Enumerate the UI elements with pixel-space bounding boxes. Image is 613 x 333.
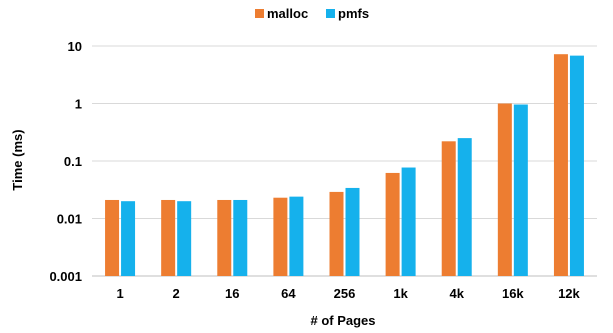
y-axis-ticks: 0.001 0.01 0.1 1 10 xyxy=(49,39,82,284)
x-tick-label: 256 xyxy=(334,286,356,301)
bar-malloc-12k xyxy=(553,54,568,276)
bar-malloc-1k xyxy=(385,172,400,276)
bars xyxy=(105,54,584,276)
y-tick-label: 0.1 xyxy=(64,154,82,169)
bar-malloc-16k xyxy=(497,103,512,276)
y-axis-title: Time (ms) xyxy=(10,129,25,190)
bar-malloc-256 xyxy=(329,191,344,276)
x-tick-label: 16 xyxy=(225,286,239,301)
x-tick-label: 12k xyxy=(558,286,580,301)
bar-malloc-1 xyxy=(105,199,120,276)
x-tick-label: 4k xyxy=(449,286,464,301)
bar-malloc-64 xyxy=(273,197,288,276)
legend-label-malloc: malloc xyxy=(267,6,308,21)
bar-pmfs-1 xyxy=(121,201,136,276)
x-tick-label: 1 xyxy=(116,286,123,301)
x-axis-title: # of Pages xyxy=(310,313,375,328)
y-tick-label: 10 xyxy=(68,39,82,54)
legend-swatch-malloc xyxy=(255,9,264,18)
bar-pmfs-256 xyxy=(345,187,360,276)
bar-pmfs-2 xyxy=(177,201,192,276)
legend-swatch-pmfs xyxy=(326,9,335,18)
y-tick-label: 0.01 xyxy=(57,212,82,227)
bar-malloc-2 xyxy=(161,199,176,276)
x-tick-label: 64 xyxy=(281,286,296,301)
legend-label-pmfs: pmfs xyxy=(338,6,369,21)
legend: malloc pmfs xyxy=(255,6,369,21)
bar-pmfs-1k xyxy=(401,167,416,276)
bar-malloc-16 xyxy=(217,199,232,276)
bar-pmfs-4k xyxy=(457,138,472,276)
y-tick-label: 1 xyxy=(75,97,82,112)
bar-pmfs-64 xyxy=(289,196,304,276)
x-tick-label: 16k xyxy=(502,286,524,301)
bar-pmfs-16 xyxy=(233,199,248,276)
bar-pmfs-16k xyxy=(513,104,528,276)
bar-malloc-4k xyxy=(441,141,456,276)
gridlines xyxy=(92,45,597,277)
y-tick-label: 0.001 xyxy=(49,269,82,284)
x-tick-label: 2 xyxy=(173,286,180,301)
x-tick-label: 1k xyxy=(393,286,408,301)
bar-pmfs-12k xyxy=(569,55,584,276)
x-axis-ticks: 1 2 16 64 256 1k 4k 16k 12k xyxy=(116,286,580,301)
